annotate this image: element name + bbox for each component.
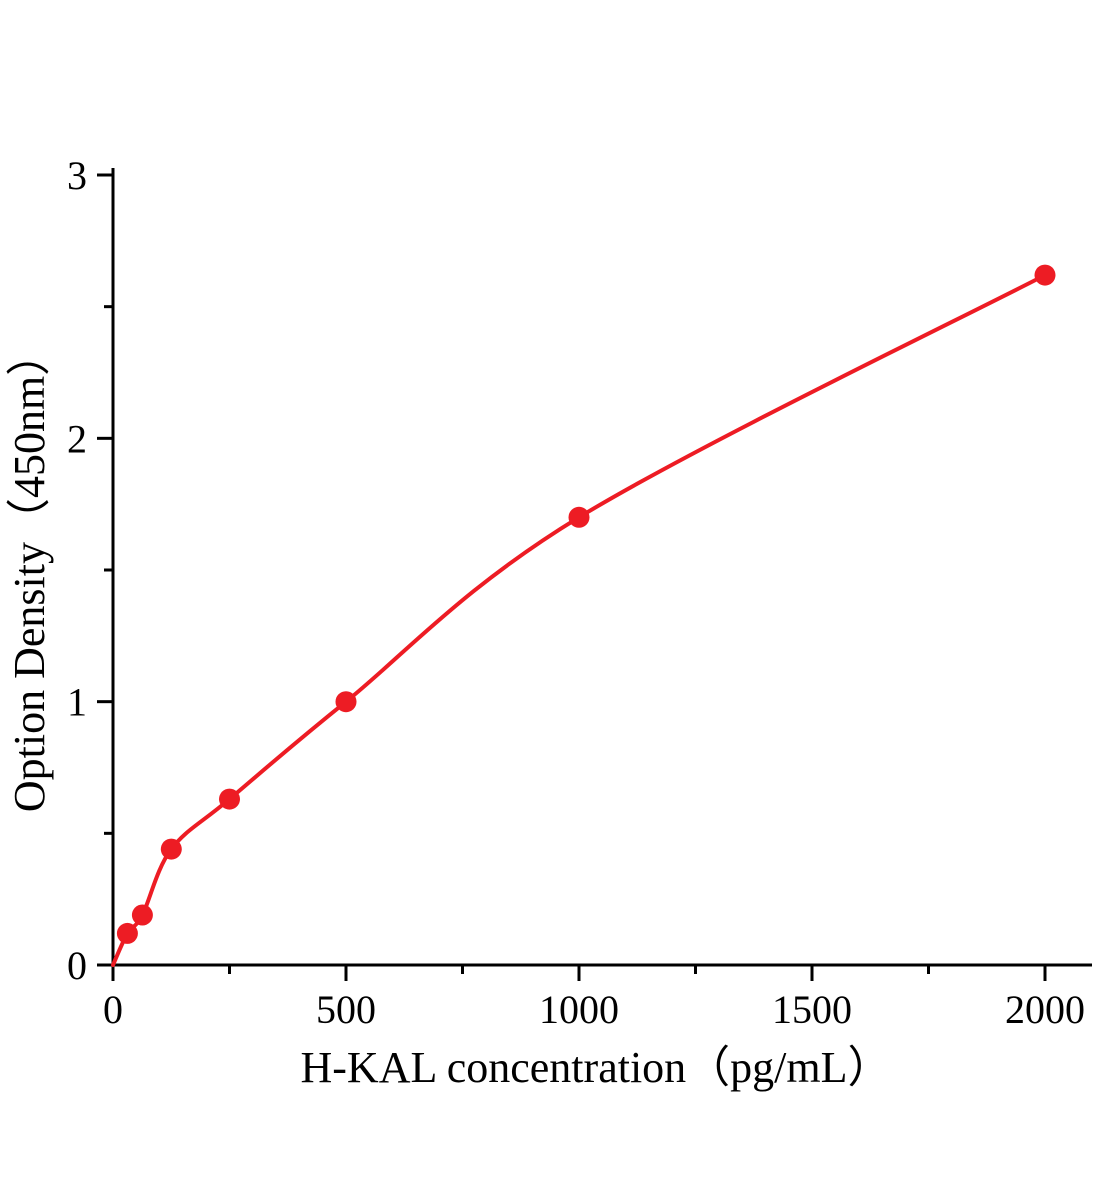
- data-point: [116, 922, 138, 944]
- data-point: [335, 691, 357, 713]
- data-point: [219, 788, 240, 810]
- y-tick-label: 0: [67, 943, 87, 988]
- axis-ticks: [97, 173, 1047, 981]
- data-point: [160, 838, 182, 860]
- y-axis-title: Option Density（450nm）: [5, 332, 54, 812]
- x-tick-label: 2000: [1005, 987, 1085, 1032]
- tick-labels: 0 500 1000 1500 2000 0 1 2 3: [67, 153, 1085, 1032]
- x-axis-title: H-KAL concentration（pg/mL）: [301, 1043, 892, 1092]
- x-tick-label: 0: [103, 987, 123, 1032]
- x-tick-label: 1000: [539, 987, 619, 1032]
- x-tick-label: 1500: [772, 987, 852, 1032]
- data-series: [111, 264, 1056, 967]
- data-point: [131, 904, 153, 926]
- data-point: [1034, 264, 1056, 286]
- axes: [111, 168, 1092, 967]
- y-tick-label: 1: [67, 680, 87, 725]
- x-tick-label: 500: [316, 987, 376, 1032]
- y-tick-label: 2: [67, 416, 87, 461]
- data-point: [568, 506, 590, 528]
- fit-curve: [111, 273, 1047, 967]
- axis-lines: [111, 168, 1092, 967]
- y-tick-label: 3: [67, 153, 87, 198]
